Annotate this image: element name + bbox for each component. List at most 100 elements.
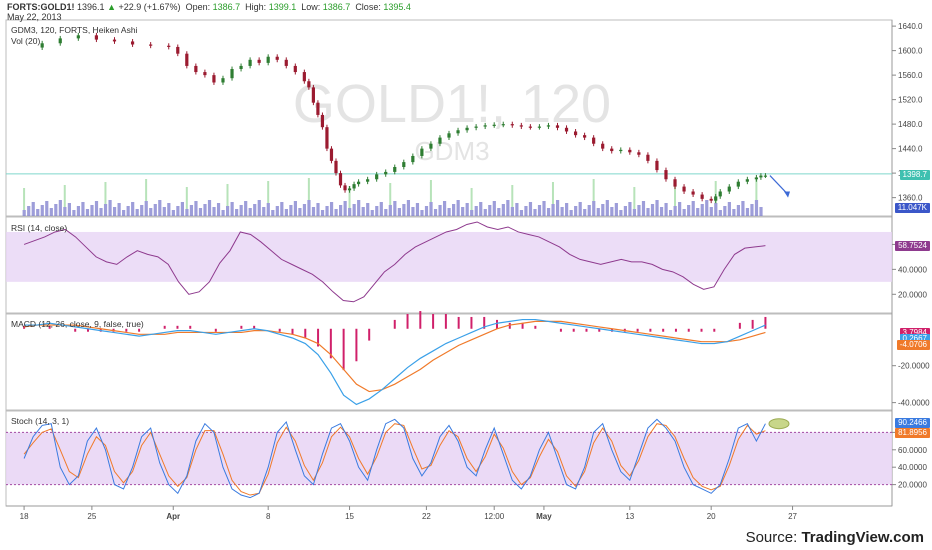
candle-body (293, 65, 297, 73)
volume-bar (442, 201, 447, 216)
candle-body (149, 44, 153, 46)
x-tick-label: 13 (625, 512, 634, 521)
volume-bar (456, 200, 460, 216)
volume-bar (488, 205, 492, 216)
volume-spike (104, 182, 107, 204)
volume-bar (94, 201, 99, 216)
volume-bar (565, 203, 569, 216)
volume-bar (696, 208, 700, 216)
x-tick-label: 20 (707, 512, 716, 521)
volume-bar (745, 208, 750, 216)
candle-body (583, 135, 587, 138)
volume-bar (515, 203, 519, 216)
volume-bar (311, 207, 316, 216)
volume-bar (36, 209, 40, 216)
arrow-head-icon (784, 191, 791, 198)
volume-bar (248, 208, 252, 216)
x-tick-label: May (536, 512, 552, 521)
y-tick-label: 1480.0 (898, 120, 923, 129)
candle-body (438, 137, 442, 144)
price-pane-title: GDM3, 120, FORTS, Heiken Ashi (11, 25, 138, 35)
volume-bar (307, 200, 311, 216)
candle-body (637, 152, 641, 155)
volume-bar (67, 203, 71, 216)
y-tick-label: 60.0000 (898, 446, 927, 455)
candle-body (311, 87, 315, 103)
volume-bar (673, 206, 677, 216)
rsi-line (23, 221, 766, 303)
close-label: Close: (355, 2, 381, 12)
volume-bar (207, 200, 212, 216)
volume-bar (519, 210, 524, 216)
forecast-arrow-icon (769, 175, 789, 195)
volume-bar (212, 207, 216, 216)
low-label: Low: (301, 2, 321, 12)
high-value: 1399.1 (268, 2, 297, 12)
volume-spike (755, 178, 758, 200)
volume-bar (162, 207, 166, 216)
volume-bar (736, 205, 741, 216)
open-value: 1386.7 (212, 2, 241, 12)
y-tick-label: 1640.0 (898, 22, 923, 31)
volume-bar (700, 204, 704, 216)
volume-bar (492, 201, 496, 216)
volume-bar (452, 204, 456, 216)
candle-body (411, 155, 415, 163)
y-tick-label: 1360.0 (898, 194, 923, 203)
volume-spike (185, 187, 188, 209)
candle-body (474, 126, 478, 128)
candle-body (230, 69, 234, 79)
up-arrow-icon: ▲ (107, 2, 116, 12)
volume-bar (81, 202, 85, 216)
volume-bar (22, 210, 26, 216)
volume-bar (58, 200, 62, 216)
volume-bar (483, 209, 487, 216)
y-tick-label: 40.0000 (898, 463, 927, 472)
volume-bar (583, 209, 587, 216)
volume-bar (610, 207, 614, 216)
ticker-symbol: FORTS:GOLD1! (7, 2, 75, 12)
candle-body (347, 188, 352, 191)
volume-last-tag: 11.047K (894, 203, 930, 213)
volume-bar (650, 204, 655, 216)
volume-bar (275, 206, 279, 216)
volume-bar (723, 206, 727, 216)
volume-bar (329, 202, 334, 216)
volume-bar (560, 207, 564, 216)
candle-body (700, 194, 704, 199)
volume-bar (587, 205, 591, 216)
stoch-k-line (23, 418, 766, 499)
volume-bar (63, 207, 67, 216)
volume-bar (135, 209, 139, 216)
candle-body (628, 149, 632, 153)
volume-bar (524, 206, 528, 216)
macd-line (24, 318, 766, 406)
stoch-k-tag: 90.2466 (895, 418, 930, 428)
volume-bar (54, 204, 58, 216)
volume-bar (754, 200, 759, 216)
y-tick-label: 1520.0 (898, 96, 923, 105)
volume-bar (49, 208, 53, 216)
candle-body (203, 72, 207, 76)
price-pane (6, 32, 892, 216)
volume-bar (397, 208, 401, 216)
candle-body (456, 130, 460, 134)
candle-body (366, 179, 370, 182)
candle-body (646, 154, 650, 161)
candle-body (465, 127, 469, 131)
volume-bar (31, 202, 35, 216)
candle-body (352, 184, 356, 189)
volume-bar (167, 203, 171, 216)
volume-bar (293, 201, 298, 216)
volume-bar (623, 206, 627, 216)
stoch-d-line (23, 423, 766, 496)
volume-bar (90, 205, 94, 216)
volume-bar (619, 210, 623, 216)
volume-bar (284, 209, 288, 216)
volume-bar (741, 201, 745, 216)
volume-bar (27, 206, 31, 216)
volume-bar (546, 208, 551, 216)
ticker-change: +22.9 (+1.67%) (118, 2, 181, 12)
volume-bar (682, 209, 686, 216)
candle-body (194, 65, 198, 73)
